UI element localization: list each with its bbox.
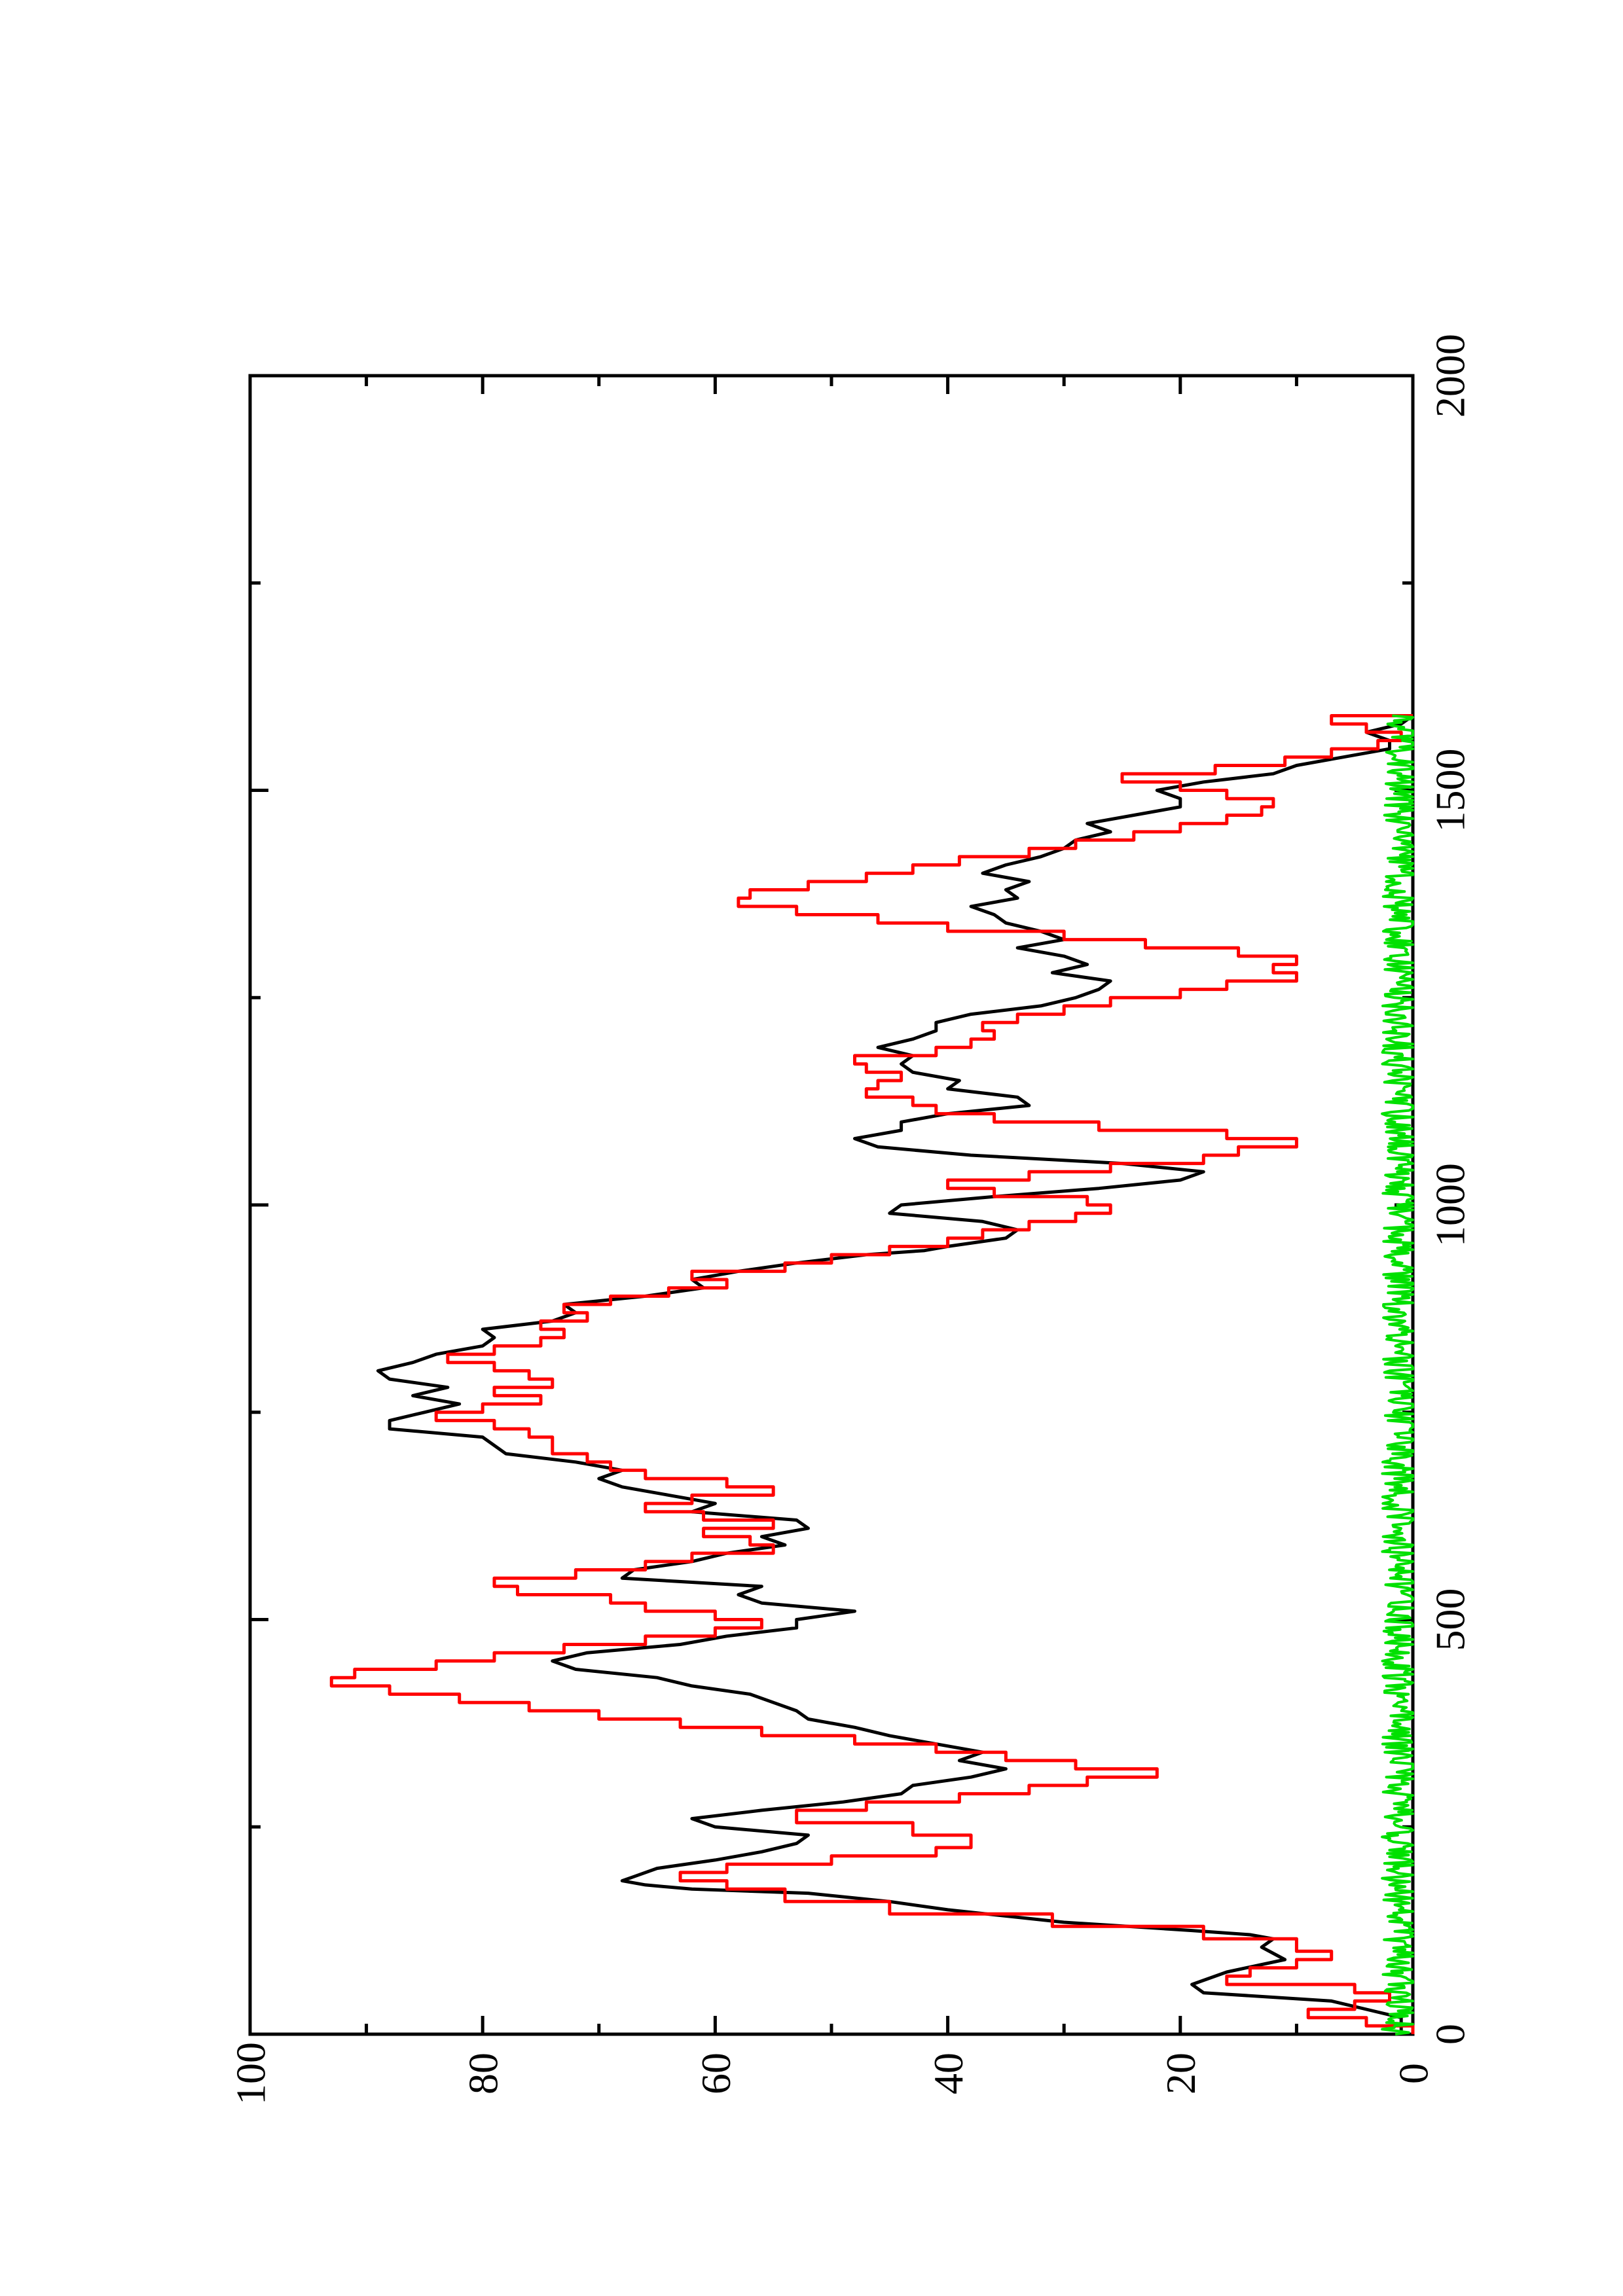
axis-ticks <box>248 374 1415 2036</box>
x-tick-label: 1500 <box>1427 749 1473 833</box>
y-tick-label: 20 <box>1158 2053 1204 2094</box>
series-line-2 <box>329 714 1415 2034</box>
x-tick-label: 2000 <box>1427 334 1473 418</box>
y-tick-label: 0 <box>1390 2063 1436 2084</box>
y-tick-label: 40 <box>925 2053 972 2094</box>
series-line-3 <box>1381 714 1414 2036</box>
y-tick-label: 60 <box>693 2053 739 2094</box>
y-tick-label: 80 <box>460 2053 507 2094</box>
x-tick-label: 1000 <box>1427 1163 1473 1247</box>
plot-frame <box>248 374 1415 2036</box>
y-tick-label: 100 <box>227 2042 274 2105</box>
x-tick-label: 0 <box>1427 2024 1473 2045</box>
x-tick-label: 500 <box>1427 1588 1473 1651</box>
series-line-1 <box>376 714 1414 2034</box>
series-layer <box>329 714 1415 2036</box>
tick-labels: 0 500 1000 1500 2000 0 20 40 60 80 100 <box>227 334 1473 2105</box>
